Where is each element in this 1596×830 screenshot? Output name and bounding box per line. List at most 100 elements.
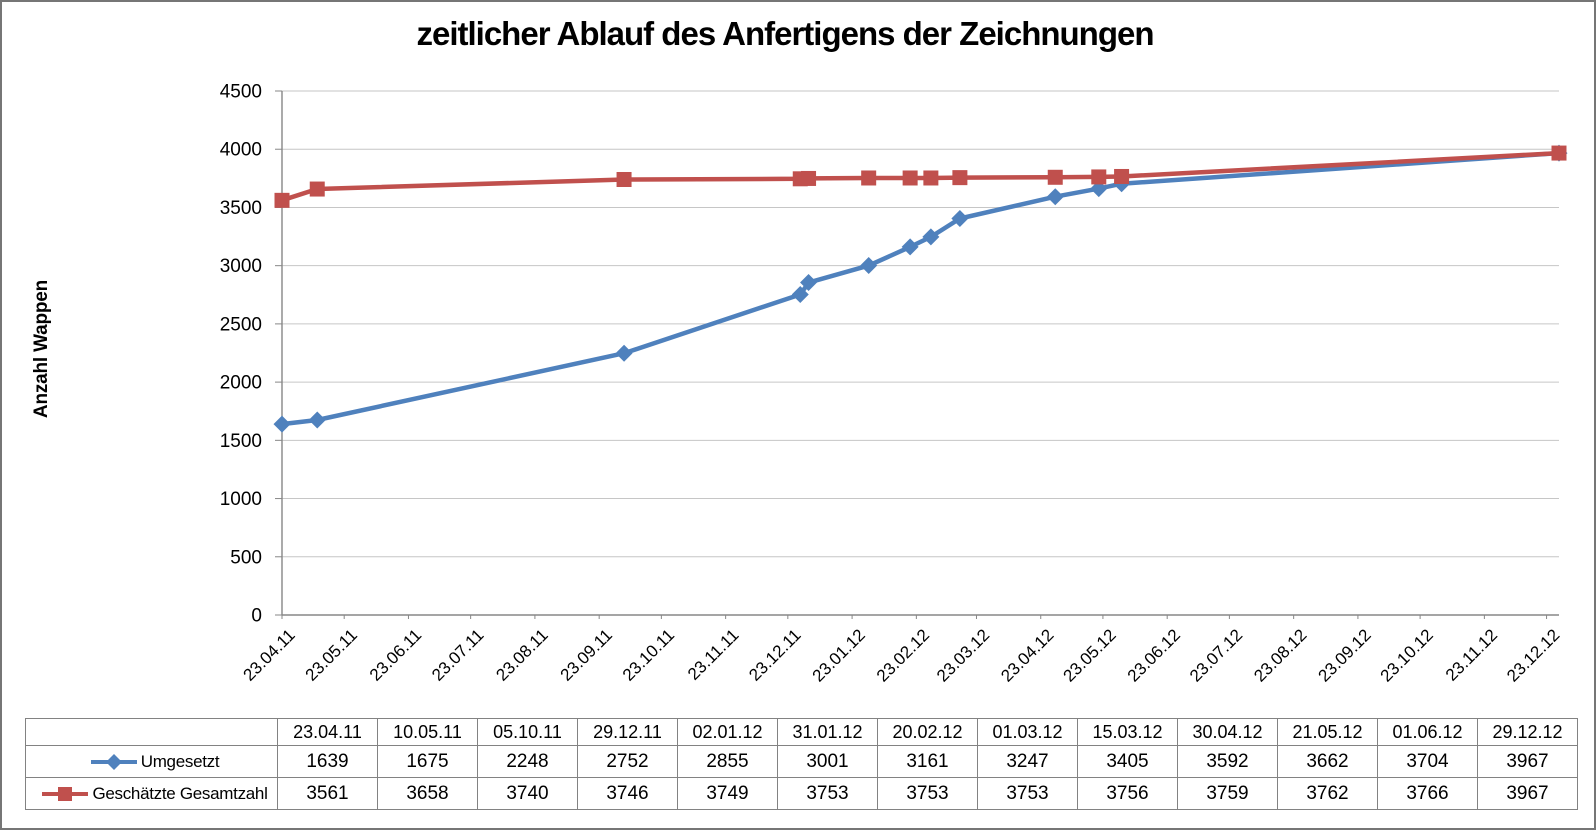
data-point-diamond	[1046, 188, 1064, 206]
table-column-header: 31.01.12	[777, 718, 878, 746]
table-value-cell: 2855	[677, 745, 778, 778]
data-point-square	[1551, 145, 1567, 161]
x-tick-label: 23.08.11	[492, 625, 551, 684]
x-tick-label: 23.12.12	[1503, 625, 1563, 685]
y-tick-label: 3000	[220, 256, 262, 277]
data-point-diamond	[615, 344, 633, 362]
x-tick-label: 23.04.11	[239, 625, 298, 684]
x-tick-label: 23.01.12	[809, 625, 869, 685]
y-tick-label: 500	[230, 547, 262, 568]
table-column-header: 21.05.12	[1277, 718, 1378, 746]
table-column-header: 15.03.12	[1077, 718, 1178, 746]
table-value-cell: 1639	[277, 745, 378, 778]
table-column-header: 02.01.12	[677, 718, 778, 746]
table-value-cell: 3740	[477, 777, 578, 810]
data-point-diamond	[860, 257, 878, 275]
table-value-cell: 3704	[1377, 745, 1478, 778]
x-tick-label: 23.04.12	[997, 625, 1057, 685]
data-point-diamond	[273, 415, 291, 433]
data-point-diamond	[308, 411, 326, 429]
data-point-diamond	[800, 274, 818, 292]
y-tick-label: 1000	[220, 489, 262, 510]
x-tick-label: 23.09.12	[1315, 625, 1375, 685]
table-value-cell: 3662	[1277, 745, 1378, 778]
table-value-cell: 3756	[1077, 777, 1178, 810]
table-column-header: 23.04.11	[277, 718, 378, 746]
x-tick-label: 23.06.11	[366, 625, 425, 684]
table-column-header: 10.05.11	[377, 718, 478, 746]
table-value-cell: 3746	[577, 777, 678, 810]
x-tick-label: 23.02.12	[873, 625, 933, 685]
table-column-header: 20.02.12	[877, 718, 978, 746]
data-point-square	[1114, 168, 1130, 184]
legend-cell: Umgesetzt	[25, 745, 278, 778]
x-tick-label: 23.05.11	[302, 625, 361, 684]
data-point-diamond	[791, 286, 809, 304]
table-value-cell: 3753	[777, 777, 878, 810]
data-point-square	[1091, 169, 1107, 185]
y-tick-label: 4000	[220, 140, 262, 161]
x-tick-label: 23.10.12	[1377, 625, 1437, 685]
data-point-square	[923, 170, 939, 186]
table-corner-cell	[25, 718, 278, 746]
legend-label: Umgesetzt	[140, 751, 220, 771]
x-tick-label: 23.11.11	[684, 625, 742, 683]
data-point-square	[902, 170, 918, 186]
legend-cell: Geschätzte Gesamtzahl	[25, 777, 278, 810]
x-tick-label: 23.03.12	[933, 625, 993, 685]
x-tick-label: 23.07.12	[1186, 625, 1246, 685]
x-tick-label: 23.06.12	[1124, 625, 1184, 685]
x-tick-label: 23.12.11	[745, 625, 804, 684]
data-point-diamond	[951, 210, 969, 228]
data-point-square	[861, 170, 877, 186]
x-tick-label: 23.08.12	[1250, 625, 1310, 685]
y-tick-label: 3500	[220, 198, 262, 219]
y-tick-label: 4500	[220, 82, 262, 103]
data-point-square	[952, 170, 968, 186]
chart-data-table: 23.04.11 10.05.11 05.10.11 29.12.11 02.01.12…	[25, 718, 1578, 810]
table-value-cell: 3759	[1177, 777, 1278, 810]
table-value-cell: 3749	[677, 777, 778, 810]
data-point-square	[1047, 169, 1063, 185]
table-value-cell: 3161	[877, 745, 978, 778]
legend-diamond-icon	[90, 753, 137, 770]
data-point-diamond	[922, 228, 940, 246]
table-value-cell: 3658	[377, 777, 478, 810]
table-value-cell: 3247	[977, 745, 1078, 778]
x-tick-label: 23.07.11	[428, 625, 487, 684]
table-row: Umgesetzt 1639 1675 2248 2752 2855 3001 3161 324…	[25, 745, 1578, 778]
table-column-header: 29.12.12	[1477, 718, 1578, 746]
table-value-cell: 2248	[477, 745, 578, 778]
x-tick-label: 23.05.12	[1060, 625, 1120, 685]
data-point-square	[309, 181, 325, 197]
y-tick-label: 1500	[220, 431, 262, 452]
table-value-cell: 3561	[277, 777, 378, 810]
y-tick-label: 2500	[220, 314, 262, 335]
data-point-square	[801, 170, 817, 186]
table-column-header: 01.06.12	[1377, 718, 1478, 746]
y-tick-label: 2000	[220, 373, 262, 394]
table-value-cell: 3592	[1177, 745, 1278, 778]
table-value-cell: 3762	[1277, 777, 1378, 810]
table-column-header: 29.12.11	[577, 718, 678, 746]
table-column-header: 30.04.12	[1177, 718, 1278, 746]
y-tick-label: 0	[251, 606, 262, 627]
table-column-header: 05.10.11	[477, 718, 578, 746]
legend-square-icon	[42, 786, 89, 801]
legend-label: Geschätzte Gesamtzahl	[92, 783, 268, 803]
table-value-cell: 2752	[577, 745, 678, 778]
chart-canvas: 0 500 1000 1500 2000 2500 3000 3500 4000 4500 23.0…	[220, 82, 1568, 686]
x-tick-label: 23.11.12	[1442, 625, 1501, 684]
chart-title: zeitlicher Ablauf des Anfertigens der Ze…	[416, 15, 1154, 52]
table-value-cell: 3967	[1477, 745, 1578, 778]
table-value-cell: 3753	[977, 777, 1078, 810]
table-value-cell: 3967	[1477, 777, 1578, 810]
table-value-cell: 1675	[377, 745, 478, 778]
x-tick-label: 23.10.11	[619, 625, 678, 684]
table-value-cell: 3753	[877, 777, 978, 810]
table-row: Geschätzte Gesamtzahl 3561 3658 3740 3746 374…	[25, 777, 1578, 810]
table-value-cell: 3001	[777, 745, 878, 778]
data-point-diamond	[901, 238, 919, 256]
x-tick-label: 23.09.11	[557, 625, 616, 684]
